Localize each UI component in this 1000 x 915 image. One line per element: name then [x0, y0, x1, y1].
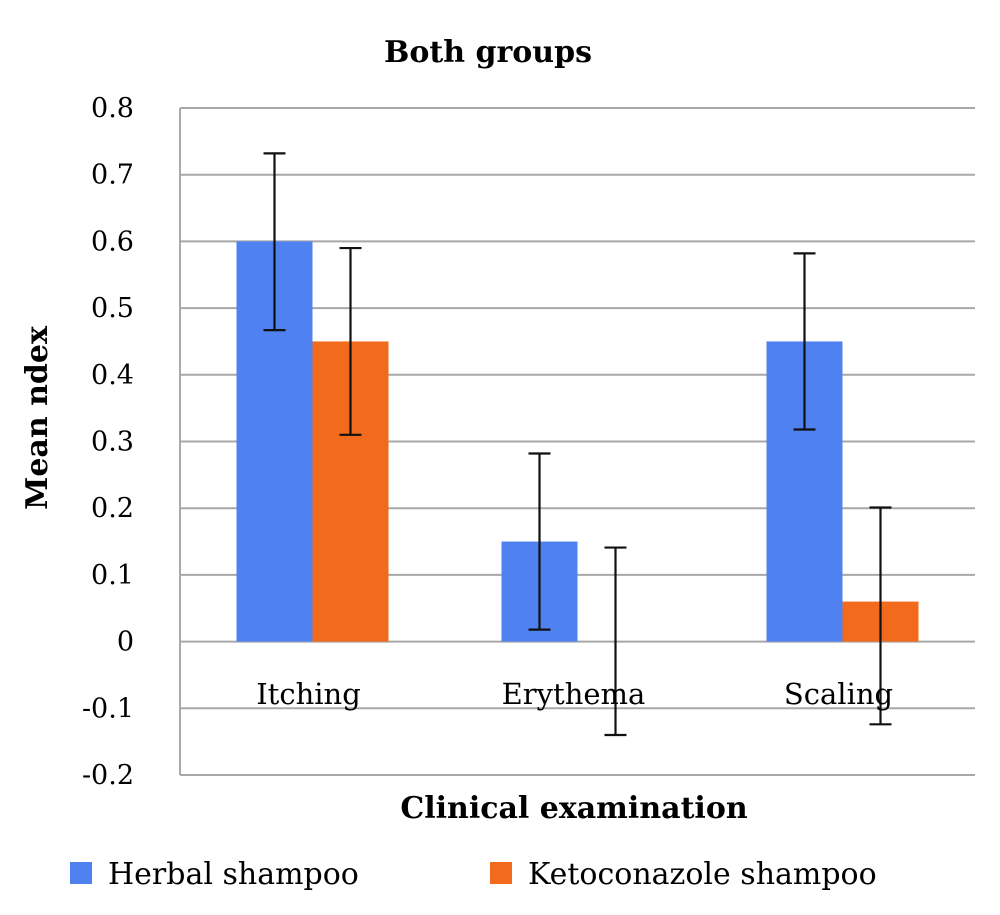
category-label: Erythema	[502, 677, 646, 711]
y-tick-label: 0	[117, 627, 134, 658]
legend-item: Ketoconazole shampoo	[490, 857, 877, 892]
error-bar	[869, 506, 892, 726]
category-label: Scaling	[784, 677, 893, 711]
y-axis-title: Mean ndex	[20, 325, 55, 510]
y-tick-label: 0.5	[91, 293, 134, 324]
error-bar	[604, 546, 627, 737]
y-tick-label: 0.7	[91, 160, 134, 191]
y-tick-label: 0.6	[91, 226, 134, 257]
y-tick-labels: 0.8 0.7 0.6 0.5 0.4 0.3 0.2 0.1 0 -0.1 -0.2	[82, 93, 134, 791]
legend-swatch	[490, 862, 512, 884]
bars	[236, 241, 919, 642]
x-axis-title: Clinical examination	[400, 791, 747, 826]
category-label: Itching	[256, 677, 361, 711]
y-tick-label: 0.8	[91, 93, 134, 124]
chart-title: Both groups	[384, 35, 592, 70]
legend-label: Ketoconazole shampoo	[528, 857, 877, 892]
legend-label: Herbal shampoo	[108, 857, 359, 892]
error-bar	[263, 152, 286, 332]
legend-swatch	[70, 862, 92, 884]
y-tick-label: -0.1	[82, 693, 134, 724]
error-bar	[528, 452, 551, 631]
error-bars	[263, 152, 892, 737]
y-tick-label: 0.3	[91, 427, 134, 458]
category-labels: Itching Erythema Scaling	[256, 677, 893, 711]
legend: Herbal shampoo Ketoconazole shampoo	[70, 857, 877, 892]
y-tick-label: -0.2	[82, 760, 134, 791]
legend-item: Herbal shampoo	[70, 857, 359, 892]
y-tick-label: 0.4	[91, 360, 134, 391]
error-bar	[793, 252, 816, 431]
y-tick-label: 0.1	[91, 560, 134, 591]
y-tick-label: 0.2	[91, 493, 134, 524]
error-bar	[339, 246, 362, 436]
